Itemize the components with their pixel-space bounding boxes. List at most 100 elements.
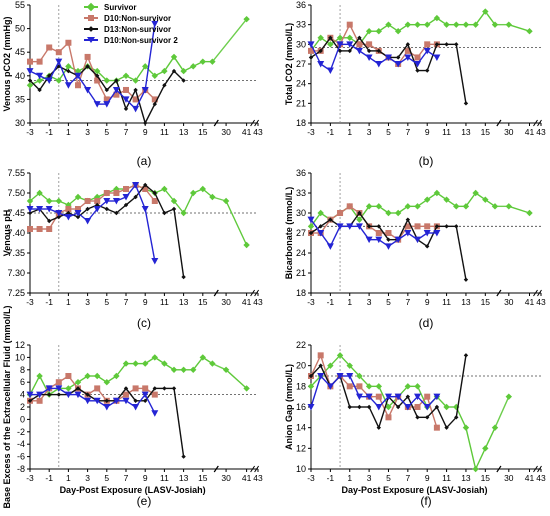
data-point	[414, 203, 421, 210]
x-tick-label: -1	[45, 473, 53, 483]
x-tick-label: 41	[242, 127, 252, 137]
y-tick-label: 35	[15, 94, 25, 104]
series-line-segment	[96, 75, 108, 91]
data-point	[414, 393, 422, 401]
x-tick-label: 43	[536, 473, 546, 483]
data-point	[336, 373, 344, 380]
axis-break-mark	[496, 289, 502, 297]
series-line-segment	[378, 396, 390, 428]
y-tick-label: 7.25	[7, 288, 25, 298]
data-point	[375, 236, 383, 244]
data-point	[65, 206, 72, 212]
data-point	[425, 68, 430, 73]
data-point	[65, 201, 72, 209]
data-point	[405, 394, 411, 399]
data-point	[415, 68, 420, 73]
data-point	[424, 393, 431, 400]
data-point	[243, 15, 250, 23]
data-point	[123, 186, 129, 192]
data-point	[434, 42, 440, 47]
data-point	[93, 101, 101, 108]
x-tick-label: -3	[307, 297, 315, 307]
data-point	[355, 223, 363, 230]
series-line-segment	[106, 208, 117, 214]
series-line-segment	[484, 11, 496, 26]
x-tick-label: 43	[253, 473, 263, 483]
data-point	[355, 393, 363, 401]
data-point	[394, 393, 402, 401]
data-point	[123, 391, 129, 398]
x-tick-label: 5	[386, 473, 391, 483]
x-tick-label: 11	[442, 473, 451, 483]
data-point	[36, 72, 44, 80]
data-point	[346, 383, 353, 390]
data-point	[357, 35, 362, 40]
series-line-segment	[173, 70, 185, 82]
series-line-segment	[494, 396, 510, 428]
data-point	[180, 67, 187, 75]
y-tick-label: 24	[296, 79, 306, 89]
series-line-segment	[465, 192, 477, 207]
data-point	[365, 236, 373, 244]
data-point	[346, 223, 354, 230]
series-line-segment	[310, 44, 322, 65]
data-point	[386, 237, 391, 242]
series-line-segment	[115, 363, 127, 377]
data-point	[162, 386, 167, 391]
data-point	[365, 54, 373, 61]
data-point	[375, 230, 382, 236]
data-point	[171, 206, 177, 212]
data-point	[443, 196, 450, 203]
x-tick-label: 13	[461, 473, 471, 483]
data-point	[346, 34, 353, 41]
series-line-segment	[310, 375, 322, 408]
series-line-segment	[125, 387, 137, 402]
data-point	[151, 20, 159, 28]
data-point	[425, 415, 430, 420]
y-axis-label: Anion Gap (mmol/L)	[284, 364, 294, 450]
y-axis-label: Base Excess of the Extracellular Fluid (…	[2, 305, 12, 508]
series-line-segment	[475, 11, 486, 26]
data-point	[114, 78, 119, 83]
data-point	[161, 67, 168, 75]
y-tick-label: 7.40	[7, 228, 25, 238]
data-point	[356, 216, 363, 223]
axis-break-mark	[533, 119, 538, 127]
series-line-segment	[474, 448, 486, 470]
data-point	[209, 360, 216, 367]
data-point	[222, 366, 230, 373]
data-point	[357, 210, 362, 216]
data-point	[414, 21, 421, 28]
x-tick-label: 41	[525, 297, 535, 307]
data-point	[123, 202, 129, 208]
data-point	[94, 193, 101, 201]
series-line-segment	[349, 365, 360, 377]
data-point	[307, 216, 315, 224]
data-point	[122, 397, 130, 405]
x-tick-label: 41	[242, 473, 252, 483]
data-point	[122, 72, 130, 79]
data-point	[65, 63, 72, 70]
data-point	[94, 198, 101, 204]
data-point	[36, 372, 43, 380]
data-point	[56, 214, 61, 220]
data-point	[423, 230, 431, 237]
data-point	[133, 398, 138, 403]
series-line-segment	[163, 70, 175, 86]
series-line-segment	[163, 56, 175, 72]
axis-break-mark	[213, 465, 219, 473]
axis-break-mark	[250, 289, 256, 297]
series-line-segment	[426, 406, 438, 418]
axis-break-mark	[533, 289, 538, 297]
x-tick-label: 13	[461, 297, 471, 307]
y-tick-label: 7.45	[7, 208, 25, 218]
series-line-segment	[397, 43, 409, 58]
x-tick-label: 41	[525, 473, 535, 483]
y-tick-label: 14	[296, 423, 306, 433]
x-tick-label: 1	[347, 473, 352, 483]
x-tick-label: 7	[405, 297, 410, 307]
x-tick-label: -1	[45, 297, 53, 307]
data-point	[222, 197, 230, 205]
axis-break-mark	[496, 119, 502, 127]
